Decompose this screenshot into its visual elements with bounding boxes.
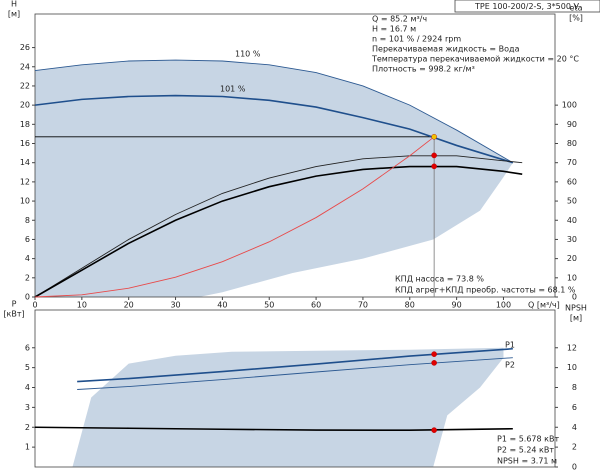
x-tick-label: 100 [496,301,511,310]
y2-tick-label: 0 [572,293,577,302]
plot-frame [34,309,556,468]
y2-tick-label: 40 [567,216,577,225]
operating-envelope [35,60,513,298]
y-axis-label: [м] [8,10,20,19]
curve [77,357,513,390]
note: NPSH = 3.71 м [497,457,557,466]
y-tick-label: 5 [25,363,30,372]
y-tick-label: 16 [20,139,30,148]
x-tick-label: 40 [217,301,227,310]
operating-point [431,351,437,357]
y2-tick-label: 20 [567,254,577,263]
x-axis-label: Q [м³/ч] [528,301,560,310]
annotation: Температура перекачиваемой жидкости = 20… [371,55,579,64]
y-tick-label: 10 [20,197,30,206]
y2-tick-label: 30 [567,235,577,244]
operating-point [431,360,437,366]
curve-label: 101 % [220,85,246,94]
y-tick-label: 6 [25,343,30,352]
y-tick-label: 18 [20,120,30,129]
y-tick-label: 24 [20,62,30,71]
curve [34,426,513,432]
operating-point [431,163,437,170]
y-tick-label: 12 [20,177,30,186]
y-tick-label: 1 [25,443,30,452]
y-axis-label: P [12,300,17,309]
y2-tick-label: 70 [567,158,577,167]
y-axis-label: [кВт] [3,310,24,319]
y2-tick-label: 10 [567,363,577,372]
x-tick-label: 0 [32,301,37,310]
y2-tick-label: 4 [572,423,577,432]
y2-axis-label: [%] [569,14,583,23]
curve [34,155,523,298]
y2-tick-label: 6 [572,403,577,412]
curve [34,94,514,164]
note: КПД насоса = 73.8 % [395,275,484,284]
y2-axis-label: eta [570,4,583,13]
annotation: Перекачиваемая жидкость = Вода [372,45,520,54]
y-tick-label: 3 [25,403,30,412]
x-tick-label: 80 [405,301,415,310]
y2-tick-label: 50 [567,197,577,206]
annotation: H = 16.7 м [372,25,416,34]
operating-point [431,427,437,433]
annotation: Плотность = 998.2 кг/м³ [372,65,475,74]
y2-tick-label: 2 [572,443,577,452]
x-tick-label: 50 [264,301,274,310]
curve [34,136,435,298]
y-tick-label: 4 [25,383,30,392]
curve-label: P2 [505,361,515,370]
y-tick-label: 8 [25,216,30,225]
operating-point [431,152,437,159]
y2-tick-label: 12 [567,343,577,352]
operating-point [431,133,437,140]
y2-tick-label: 60 [567,177,577,186]
y2-tick-label: 90 [567,120,577,129]
x-tick-label: 20 [124,301,134,310]
y2-axis-label: [м] [570,314,582,323]
x-tick-label: 70 [358,301,368,310]
title-box [454,0,600,13]
y2-tick-label: 80 [567,139,577,148]
note: КПД агрег+КПД преобр. частоты = 68.1 % [395,286,576,295]
y2-tick-label: 0 [572,463,577,472]
curve-label: P1 [505,341,515,350]
operating-envelope [72,347,504,467]
note: P1 = 5.678 кВт [497,435,559,444]
y2-axis-label: NPSH [565,304,587,313]
y-tick-label: 2 [25,423,30,432]
annotation: n = 101 % / 2924 rpm [372,35,461,44]
x-tick-label: 60 [311,301,321,310]
x-tick-label: 30 [170,301,180,310]
annotation: Q = 85.2 м³/ч [372,15,427,24]
y2-tick-label: 10 [567,273,577,282]
y-tick-label: 4 [25,254,30,263]
x-tick-label: 90 [452,301,462,310]
y-tick-label: 20 [20,101,30,110]
curve [77,347,513,383]
note: P2 = 5.24 кВт [497,446,554,455]
y2-tick-label: 100 [562,101,577,110]
y-tick-label: 0 [25,293,30,302]
curve [34,165,523,298]
y-tick-label: 14 [20,158,30,167]
y-tick-label: 6 [25,235,30,244]
chart-title: TPE 100-200/2-S, 3*500 V [474,2,579,11]
curve [34,59,514,164]
y-axis-label: H [11,0,17,9]
plot-frame [34,13,556,298]
x-tick-label: 10 [77,301,87,310]
y-tick-label: 2 [25,273,30,282]
curve-label: 110 % [235,50,261,59]
y2-tick-label: 8 [572,383,577,392]
y-tick-label: 22 [20,81,30,90]
y-tick-label: 26 [20,43,30,52]
